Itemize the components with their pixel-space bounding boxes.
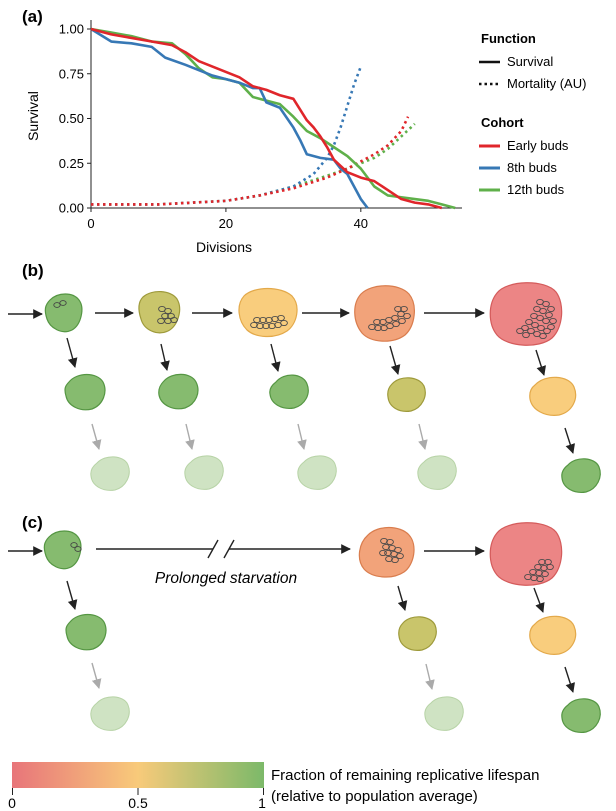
survival-line-8th-buds — [91, 29, 368, 208]
x-tick-label: 20 — [219, 216, 233, 231]
colorbar: 0 0.5 1 Fraction of remaining replicativ… — [8, 762, 539, 811]
granddaughter-cell — [562, 699, 600, 733]
daughter-cell — [66, 615, 106, 650]
granddaughter-cell-faint — [425, 697, 463, 731]
axis-ticks: 0 20 40 0.00 0.25 0.50 0.75 1.00 — [59, 22, 368, 232]
arrow — [565, 667, 573, 692]
y-axis-label: Survival — [25, 91, 41, 141]
granddaughter-cell-faint — [298, 456, 336, 490]
daughter-cell — [530, 616, 576, 654]
panel-b-diagram — [8, 283, 600, 493]
arrow-faint — [186, 424, 192, 449]
granddaughter-cell-faint — [418, 456, 456, 490]
arrow — [161, 344, 167, 370]
survival-line-early-buds — [91, 29, 442, 208]
mother-cell-1 — [45, 294, 82, 332]
daughter-cell — [270, 375, 308, 408]
panel-label-c: (c) — [22, 513, 43, 532]
panel-label-a: (a) — [22, 7, 43, 26]
mother-cell-5 — [490, 283, 561, 345]
arrow — [67, 338, 75, 367]
daughter-cell — [65, 375, 105, 410]
arrow — [67, 581, 75, 609]
arrow — [534, 588, 543, 612]
daughter-cell — [159, 374, 198, 408]
survival-line-12th-buds — [91, 29, 455, 208]
panel-c-diagram: Prolonged starvation — [8, 523, 600, 733]
y-tick-label: 0.25 — [59, 156, 84, 171]
arrow-faint — [298, 424, 304, 449]
arrow-faint — [419, 424, 425, 449]
legend-function-title: Function — [481, 31, 536, 46]
panel-label-b: (b) — [22, 261, 44, 280]
x-axis-label: Divisions — [196, 239, 252, 255]
arrow — [398, 586, 405, 610]
y-tick-label: 1.00 — [59, 22, 84, 37]
legend: Function Survival Mortality (AU) Cohort … — [479, 31, 586, 197]
colorbar-tick-label: 0.5 — [128, 795, 148, 811]
arrow — [390, 346, 398, 374]
x-tick-label: 0 — [87, 216, 94, 231]
mother-cell-c1 — [44, 531, 81, 569]
colorbar-tick-label: 0 — [8, 795, 16, 811]
mortality-line-12th-buds — [91, 124, 415, 205]
legend-survival-label: Survival — [507, 54, 553, 69]
arrow-faint — [92, 663, 99, 688]
legend-12th-label: 12th buds — [507, 182, 565, 197]
legend-early-label: Early buds — [507, 138, 569, 153]
legend-cohort-title: Cohort — [481, 115, 524, 130]
legend-8th-label: 8th buds — [507, 160, 557, 175]
series-lines — [91, 29, 455, 208]
x-tick-label: 40 — [354, 216, 368, 231]
granddaughter-cell-faint — [91, 697, 129, 731]
starvation-label: Prolonged starvation — [155, 570, 297, 587]
arrow — [271, 344, 278, 371]
mother-cell-c3 — [490, 523, 561, 585]
granddaughter-cell-faint — [91, 457, 129, 491]
daughter-cell — [388, 378, 426, 412]
daughter-cell — [399, 617, 437, 651]
arrow — [536, 350, 544, 375]
mother-cell-c2 — [359, 528, 414, 578]
y-tick-label: 0.75 — [59, 66, 84, 81]
y-tick-label: 0.00 — [59, 201, 84, 216]
granddaughter-cell-faint — [185, 456, 223, 490]
mortality-line-early-buds — [91, 117, 408, 205]
colorbar-tick-label: 1 — [258, 795, 266, 811]
mother-cell-3 — [239, 289, 297, 337]
colorbar-gradient — [12, 762, 264, 788]
colorbar-title-line2: (relative to population average) — [271, 788, 478, 805]
granddaughter-cell — [562, 459, 600, 493]
survival-chart: 0 20 40 0.00 0.25 0.50 0.75 1.00 Divisions Surv… — [25, 20, 462, 255]
legend-mortality-label: Mortality (AU) — [507, 76, 586, 91]
y-tick-label: 0.50 — [59, 111, 84, 126]
mother-cell-2 — [139, 292, 180, 333]
arrow — [565, 428, 573, 453]
arrow-faint — [92, 424, 99, 449]
mother-cell-4 — [355, 286, 415, 341]
arrow-faint — [426, 664, 432, 689]
daughter-cell — [530, 377, 576, 415]
colorbar-title-line1: Fraction of remaining replicative lifesp… — [271, 767, 539, 784]
